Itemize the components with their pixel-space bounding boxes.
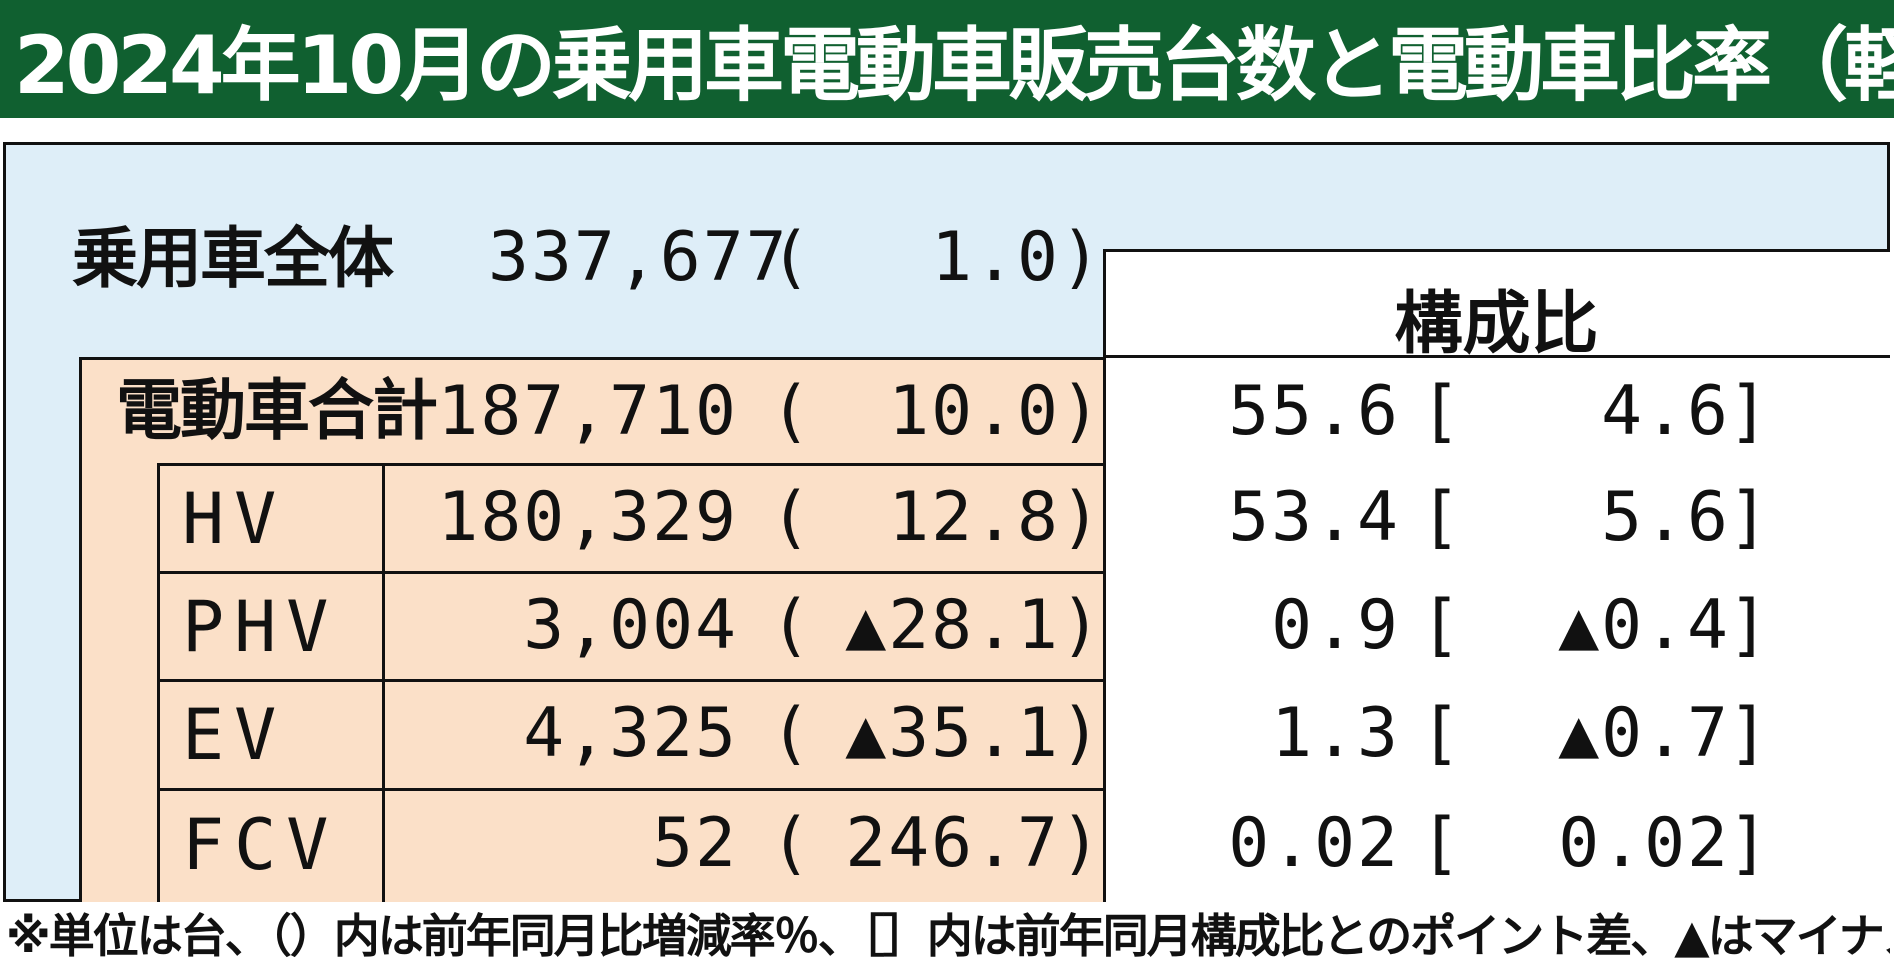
share-header: 構成比 — [1394, 285, 1599, 364]
paren-open: ( — [770, 478, 811, 557]
bracket-close: ] — [1728, 694, 1769, 773]
page-title: 2024年10月の乗用車電動車販売台数と電動車比率（軽含む） — [0, 0, 1894, 118]
row-label-hv: HV — [182, 478, 287, 560]
total-label: 乗用車全体 — [72, 220, 394, 297]
footnote: ※単位は台、（）内は前年同月比増減率％、［］内は前年同月構成比とのポイント差、▲… — [6, 909, 1890, 963]
paren-open: ( — [770, 586, 811, 665]
row-rate-fcv: 246.7 — [845, 804, 1060, 883]
paren-close: ) — [1060, 586, 1101, 665]
ev-total-bracket-close: ] — [1728, 372, 1769, 451]
row-share-diff-phv: ▲0.4 — [1558, 586, 1730, 665]
bracket-open: [ — [1420, 478, 1461, 557]
row-value-hv: 180,329 — [437, 478, 738, 557]
row-rate-ev: ▲35.1 — [845, 694, 1060, 773]
row-label-ev: EV — [182, 694, 287, 776]
paren-close: ) — [1060, 694, 1101, 773]
share-header-divider — [1103, 355, 1890, 358]
row-rate-hv: 12.8 — [888, 478, 1060, 557]
total-paren-open: ( — [770, 218, 811, 297]
ev-total-value: 187,710 — [437, 372, 738, 451]
row-value-phv: 3,004 — [523, 586, 738, 665]
bracket-open: [ — [1420, 694, 1461, 773]
ev-total-paren-open: ( — [770, 372, 811, 451]
row-share-diff-fcv: 0.02 — [1558, 804, 1730, 883]
total-rate: 1.0 — [931, 218, 1060, 297]
row-value-ev: 4,325 — [523, 694, 738, 773]
paren-open: ( — [770, 694, 811, 773]
row-share-diff-hv: 5.6 — [1601, 478, 1730, 557]
row-share-hv: 53.4 — [1228, 478, 1400, 557]
ev-total-share-diff: 4.6 — [1601, 372, 1730, 451]
row-value-fcv: 52 — [652, 804, 738, 883]
row-label-fcv: FCV — [182, 804, 339, 886]
row-share-fcv: 0.02 — [1228, 804, 1400, 883]
total-value: 337,677 — [488, 218, 789, 297]
paren-open: ( — [770, 804, 811, 883]
row-divider — [157, 571, 1103, 574]
ev-block — [79, 357, 1103, 902]
bracket-open: [ — [1420, 586, 1461, 665]
paren-close: ) — [1060, 804, 1101, 883]
row-share-ev: 1.3 — [1271, 694, 1400, 773]
ev-total-bracket-open: [ — [1420, 372, 1461, 451]
row-rate-phv: ▲28.1 — [845, 586, 1060, 665]
total-paren-close: ) — [1060, 218, 1101, 297]
row-divider — [157, 679, 1103, 682]
bracket-close: ] — [1728, 586, 1769, 665]
bracket-close: ] — [1728, 804, 1769, 883]
row-divider — [157, 788, 1103, 791]
ev-total-rate: 10.0 — [888, 372, 1060, 451]
sub-category-grid — [157, 463, 1103, 902]
sub-category-column-divider — [382, 463, 385, 902]
row-label-phv: PHV — [182, 586, 339, 668]
paren-close: ) — [1060, 478, 1101, 557]
ev-total-paren-close: ) — [1060, 372, 1101, 451]
ev-total-share: 55.6 — [1228, 372, 1400, 451]
bracket-open: [ — [1420, 804, 1461, 883]
row-share-diff-ev: ▲0.7 — [1558, 694, 1730, 773]
bracket-close: ] — [1728, 478, 1769, 557]
ev-total-label: 電動車合計 — [116, 372, 438, 449]
row-share-phv: 0.9 — [1271, 586, 1400, 665]
